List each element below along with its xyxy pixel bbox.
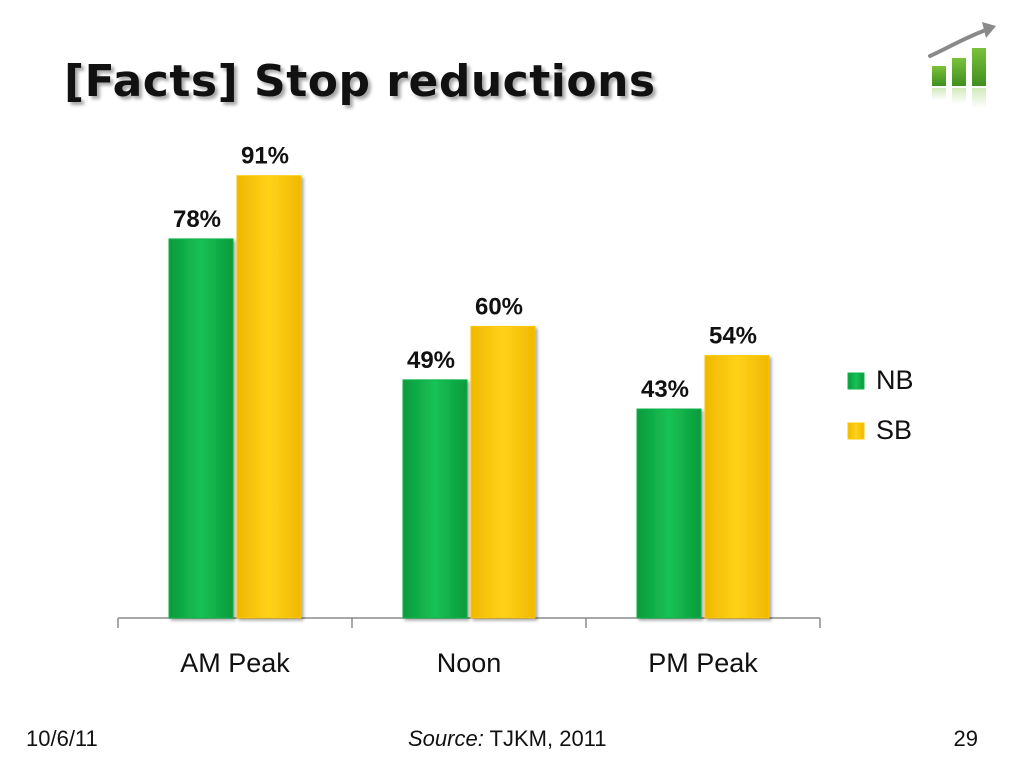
- rising-bar-chart-icon: [928, 22, 996, 108]
- bar-nb-noon: [402, 379, 468, 619]
- bar-sb-am-peak: [236, 175, 302, 619]
- footer-date: 10/6/11: [26, 726, 98, 751]
- legend-label-sb: SB: [876, 415, 912, 445]
- data-label: 91%: [241, 143, 289, 170]
- footer-source-label: Source:: [408, 726, 484, 751]
- category-label: Noon: [437, 648, 502, 678]
- slide-title: [Facts] Stop reductions: [64, 56, 656, 107]
- legend-label-nb: NB: [876, 365, 914, 395]
- legend-swatch-sb: [847, 422, 865, 440]
- data-label: 54%: [709, 323, 757, 350]
- footer-source-text: TJKM, 2011: [483, 726, 607, 751]
- footer-source: Source: TJKM, 2011: [408, 726, 607, 752]
- bar-nb-am-peak: [168, 238, 234, 619]
- category-label: AM Peak: [180, 648, 290, 678]
- data-label: 49%: [407, 347, 455, 374]
- legend-swatch-nb: [847, 372, 865, 390]
- bar-nb-pm-peak: [636, 408, 702, 619]
- page-number: 29: [953, 726, 978, 751]
- bar-sb-noon: [470, 325, 536, 619]
- data-label: 78%: [173, 206, 221, 233]
- data-label: 60%: [475, 293, 523, 320]
- category-label: PM Peak: [648, 648, 758, 678]
- bar-sb-pm-peak: [704, 355, 770, 619]
- bar-chart: 78% 91% AM Peak 49% 60% Noon 43% 54% PM Peak NB S…: [117, 143, 914, 678]
- data-label: 43%: [641, 376, 689, 403]
